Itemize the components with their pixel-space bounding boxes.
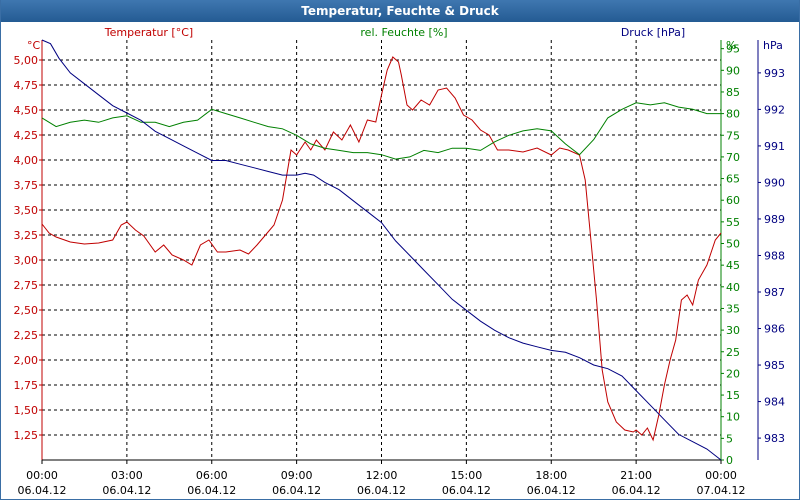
window-title: Temperatur, Feuchte & Druck — [1, 0, 799, 22]
temperature-tick-label-4: 2,25 — [14, 329, 39, 342]
temperature-tick-label-0: 1,25 — [14, 429, 39, 442]
x-tick-time-6: 18:00 — [535, 469, 567, 482]
pressure-tick-label-3: 986 — [764, 323, 785, 336]
temperature-tick-label-7: 3,00 — [14, 254, 39, 267]
pressure-tick-label-0: 983 — [764, 432, 785, 445]
x-tick-date-5: 06.04.12 — [442, 484, 491, 497]
humidity-tick-label-11: 55 — [726, 216, 740, 229]
temperature-tick-label-9: 3,50 — [14, 204, 39, 217]
humidity-tick-label-12: 60 — [726, 194, 740, 207]
humidity-tick-label-14: 70 — [726, 151, 740, 164]
humidity-tick-label-5: 25 — [726, 346, 740, 359]
x-tick-date-0: 06.04.12 — [18, 484, 67, 497]
series-line-temperature — [41, 56, 722, 442]
pressure-tick-label-9: 992 — [764, 103, 785, 116]
x-tick-time-7: 21:00 — [620, 469, 652, 482]
x-tick-date-4: 06.04.12 — [357, 484, 406, 497]
pressure-tick-label-7: 990 — [764, 176, 785, 189]
series-line-pressure — [41, 39, 722, 461]
humidity-tick-label-4: 20 — [726, 367, 740, 380]
x-tick-date-8: 07.04.12 — [697, 484, 746, 497]
pressure-tick-label-10: 993 — [764, 67, 785, 80]
x-tick-time-3: 09:00 — [281, 469, 313, 482]
humidity-tick-label-2: 10 — [726, 411, 740, 424]
temperature-tick-label-6: 2,75 — [14, 279, 39, 292]
temperature-tick-label-14: 4,75 — [14, 79, 39, 92]
temperature-tick-label-12: 4,25 — [14, 129, 39, 142]
humidity-tick-label-16: 80 — [726, 108, 740, 121]
pressure-tick-label-2: 985 — [764, 359, 785, 372]
humidity-tick-label-10: 50 — [726, 238, 740, 251]
series-title-humidity: rel. Feuchte [%] — [360, 26, 447, 39]
x-tick-time-5: 15:00 — [451, 469, 483, 482]
x-tick-date-6: 06.04.12 — [527, 484, 576, 497]
temperature-tick-label-15: 5,00 — [14, 54, 39, 67]
humidity-tick-label-9: 45 — [726, 259, 740, 272]
humidity-tick-label-13: 65 — [726, 173, 740, 186]
temperature-tick-label-13: 4,50 — [14, 104, 39, 117]
x-tick-date-2: 06.04.12 — [187, 484, 236, 497]
pressure-tick-label-1: 984 — [764, 396, 785, 409]
pressure-tick-label-8: 991 — [764, 140, 785, 153]
humidity-tick-label-3: 15 — [726, 389, 740, 402]
pressure-tick-label-5: 988 — [764, 249, 785, 262]
humidity-tick-label-19: 95 — [726, 43, 740, 56]
pressure-unit-label: hPa — [763, 39, 783, 52]
humidity-tick-label-6: 30 — [726, 324, 740, 337]
x-tick-time-4: 12:00 — [366, 469, 398, 482]
x-tick-time-2: 06:00 — [196, 469, 228, 482]
x-tick-time-0: 00:00 — [26, 469, 58, 482]
temperature-unit-label: °C — [27, 39, 41, 52]
temperature-tick-label-8: 3,25 — [14, 229, 39, 242]
temperature-tick-label-1: 1,50 — [14, 404, 39, 417]
x-tick-time-8: 00:00 — [705, 469, 737, 482]
series-title-pressure: Druck [hPa] — [621, 26, 685, 39]
temperature-tick-label-5: 2,50 — [14, 304, 39, 317]
humidity-tick-label-0: 0 — [726, 454, 733, 467]
series-line-humidity — [41, 102, 721, 160]
humidity-tick-label-15: 75 — [726, 129, 740, 142]
series-title-temperature: Temperatur [°C] — [104, 26, 193, 39]
humidity-tick-label-8: 40 — [726, 281, 740, 294]
x-tick-date-3: 06.04.12 — [272, 484, 321, 497]
x-tick-date-7: 06.04.12 — [612, 484, 661, 497]
humidity-tick-label-17: 85 — [726, 86, 740, 99]
x-tick-time-1: 03:00 — [111, 469, 143, 482]
temperature-tick-label-11: 4,00 — [14, 154, 39, 167]
humidity-tick-label-18: 90 — [726, 64, 740, 77]
x-tick-date-1: 06.04.12 — [102, 484, 151, 497]
humidity-unit-label: % — [726, 39, 736, 52]
temperature-tick-label-10: 3,75 — [14, 179, 39, 192]
humidity-tick-label-1: 5 — [726, 432, 733, 445]
humidity-tick-label-7: 35 — [726, 302, 740, 315]
pressure-tick-label-6: 989 — [764, 213, 785, 226]
temperature-tick-label-2: 1,75 — [14, 379, 39, 392]
temperature-tick-label-3: 2,00 — [14, 354, 39, 367]
pressure-tick-label-4: 987 — [764, 286, 785, 299]
